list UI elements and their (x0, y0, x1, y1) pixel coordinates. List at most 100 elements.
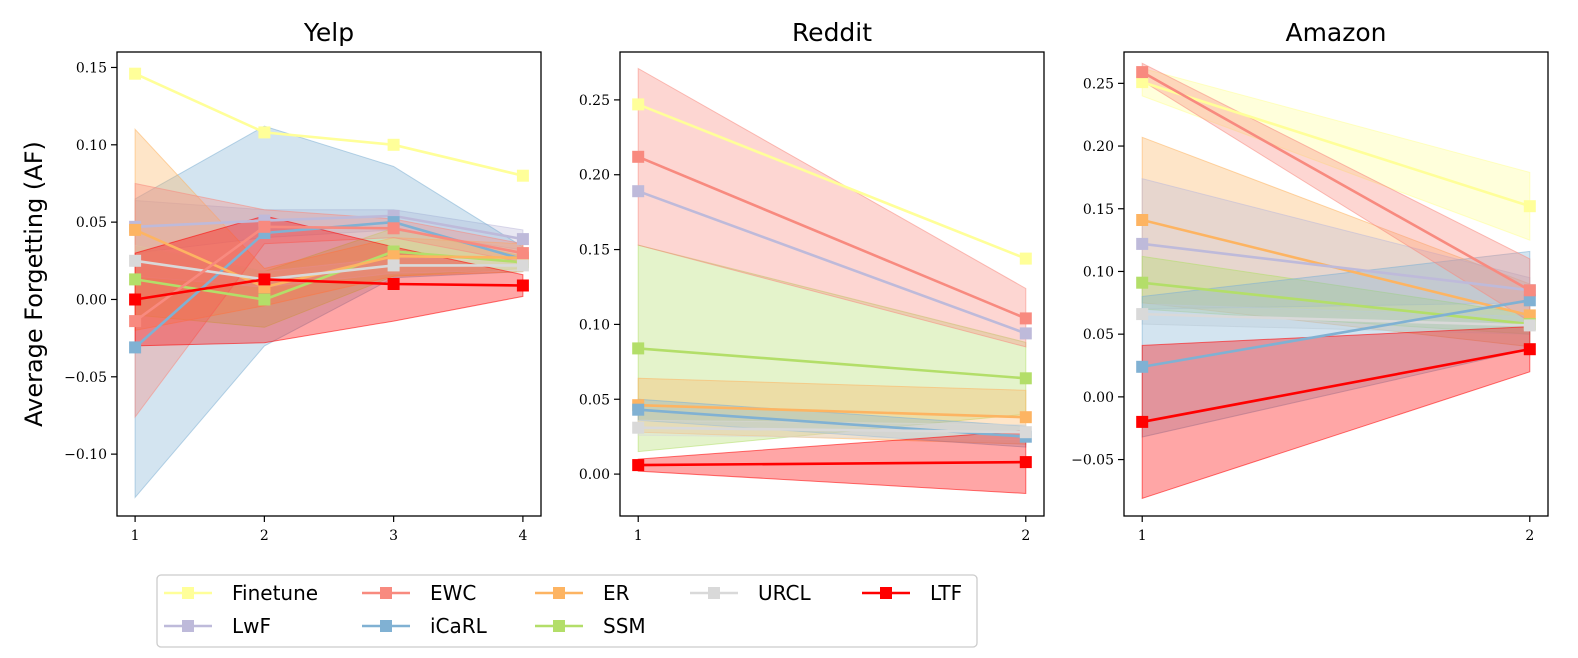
line-yelp-ltf (134, 278, 523, 301)
y-tick-label-amazon-4: 0.15 (1083, 202, 1114, 218)
line-amazon-finetune (1141, 80, 1531, 208)
legend-label-lwf: LwF (232, 614, 271, 638)
x-tick-label-yelp-2: 3 (389, 528, 398, 544)
panel-title-reddit: Reddit (792, 18, 872, 47)
point-reddit-ltf-2 (1019, 456, 1032, 469)
point-yelp-ewc-4 (516, 247, 529, 260)
series-reddit-ltf (632, 456, 1032, 472)
line-reddit-ltf (638, 460, 1026, 467)
series-reddit-urcl (632, 421, 1032, 439)
point-yelp-ssm-2 (258, 293, 271, 306)
series-amazon-ewc (1136, 66, 1536, 297)
panel-reddit: Reddit 0.00 0.05 0.10 0.15 0.20 0.25 1 2 (579, 18, 1045, 544)
legend-label-ssm: SSM (603, 614, 646, 638)
point-reddit-icarl-1 (632, 403, 645, 416)
y-tick-label-yelp-0: −0.10 (64, 447, 107, 463)
legend-marker-icarl (380, 620, 392, 632)
point-yelp-ewc-3 (387, 222, 400, 235)
line-yelp-lwf (135, 214, 524, 241)
series-reddit-finetune (632, 98, 1032, 265)
panels: Yelp −0.10 −0.05 0.00 0.05 0.10 0.15 1 2 3 4 Reddit… (64, 18, 1549, 544)
point-yelp-finetune-4 (516, 169, 529, 182)
panel-title-amazon: Amazon (1285, 18, 1386, 47)
legend: Finetune EWC ER URCL LTF LwF iCaRL SSM (156, 574, 978, 648)
legend-marker-lwf (182, 620, 194, 632)
line-amazon-ltf (1141, 347, 1531, 424)
line-reddit-urcl (638, 426, 1026, 434)
point-reddit-ssm-2 (1019, 372, 1032, 385)
legend-item-icarl: iCaRL (362, 614, 488, 638)
point-amazon-ltf-1 (1136, 415, 1149, 428)
point-reddit-lwf-2 (1019, 327, 1032, 340)
axes-frame-yelp (116, 51, 542, 517)
y-tick-label-yelp-1: −0.05 (64, 370, 107, 386)
point-reddit-ssm-1 (632, 342, 645, 355)
x-tick-label-amazon-1: 2 (1525, 528, 1534, 544)
point-yelp-finetune-1 (129, 67, 142, 80)
point-amazon-ewc-2 (1523, 284, 1536, 297)
point-reddit-ltf-1 (632, 459, 645, 472)
legend-item-finetune: Finetune (164, 581, 318, 605)
point-yelp-ltf-4 (516, 279, 529, 292)
point-yelp-urcl-1 (129, 254, 142, 267)
series-yelp-ewc (129, 220, 529, 328)
series-yelp-finetune (129, 67, 529, 182)
legend-marker-ssm (553, 620, 565, 632)
point-amazon-ssm-1 (1136, 276, 1149, 289)
line-yelp-ewc (134, 225, 524, 323)
point-yelp-urcl-3 (387, 259, 400, 272)
point-yelp-er-3 (387, 250, 400, 263)
series-amazon-finetune (1136, 76, 1536, 213)
point-yelp-lwf-4 (516, 233, 529, 246)
point-reddit-lwf-1 (632, 185, 645, 198)
line-amazon-urcl (1142, 312, 1530, 327)
legend-label-urcl: URCL (758, 581, 812, 605)
lines-amazon (1136, 66, 1536, 428)
point-yelp-icarl-1 (129, 341, 142, 354)
line-amazon-lwf (1142, 242, 1530, 292)
legend-label-ewc: EWC (430, 581, 476, 605)
y-tick-label-yelp-5: 0.15 (76, 60, 107, 76)
y-tick-label-reddit-4: 0.20 (579, 168, 610, 184)
line-reddit-er (638, 403, 1026, 419)
line-yelp-urcl (134, 259, 523, 281)
point-amazon-ewc-1 (1136, 66, 1149, 79)
legend-item-urcl: URCL (690, 581, 812, 605)
axes-frame-reddit (619, 51, 1045, 517)
y-tick-label-reddit-0: 0.00 (579, 467, 610, 483)
x-tick-label-reddit-0: 1 (634, 528, 643, 544)
lines-reddit (632, 98, 1032, 472)
legend-marker-er (553, 587, 565, 599)
y-tick-label-reddit-1: 0.05 (579, 392, 610, 408)
series-amazon-icarl (1136, 294, 1536, 373)
legend-label-er: ER (603, 581, 630, 605)
y-tick-label-reddit-3: 0.15 (579, 243, 610, 259)
legend-item-er: ER (535, 581, 630, 605)
y-tick-label-amazon-1: 0.00 (1083, 390, 1114, 406)
point-reddit-finetune-2 (1019, 252, 1032, 265)
legend-item-ssm: SSM (535, 614, 646, 638)
point-yelp-ewc-1 (129, 315, 142, 328)
point-amazon-er-1 (1136, 214, 1149, 226)
point-yelp-finetune-2 (258, 126, 271, 139)
point-yelp-ltf-2 (258, 273, 271, 286)
panel-amazon: Amazon −0.05 0.00 0.05 0.10 0.15 0.20 0.25 1 2 (1071, 18, 1549, 544)
point-amazon-lwf-1 (1136, 237, 1149, 250)
line-reddit-ssm (638, 347, 1026, 380)
series-reddit-ewc (632, 150, 1032, 325)
y-tick-label-amazon-5: 0.20 (1083, 139, 1114, 155)
y-tick-label-yelp-4: 0.10 (76, 138, 107, 154)
x-tick-label-yelp-0: 1 (131, 528, 140, 544)
line-reddit-ewc (637, 155, 1027, 320)
point-yelp-urcl-4 (516, 259, 529, 272)
y-tick-label-amazon-0: −0.05 (1071, 453, 1114, 469)
point-amazon-urcl-2 (1523, 319, 1536, 332)
axes-frame-amazon (1123, 51, 1549, 517)
point-reddit-ewc-2 (1019, 312, 1032, 325)
x-tick-label-reddit-1: 2 (1021, 528, 1030, 544)
y-tick-label-amazon-2: 0.05 (1083, 327, 1114, 343)
legend-marker-ewc (380, 587, 392, 599)
point-reddit-er-2 (1019, 411, 1032, 424)
x-tick-label-amazon-0: 1 (1138, 528, 1147, 544)
